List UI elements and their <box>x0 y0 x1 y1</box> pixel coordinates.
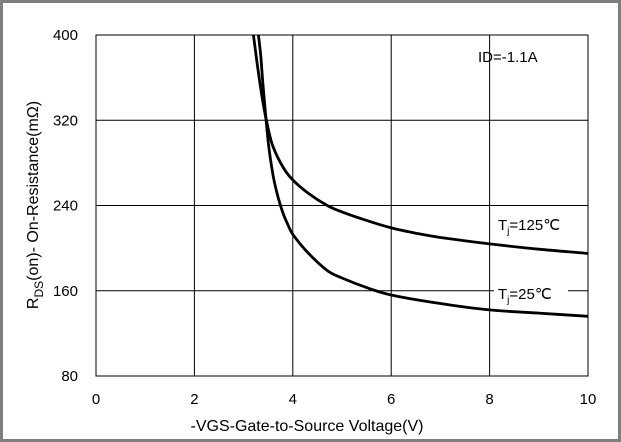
series-label-tj125: Tj=125℃ <box>494 212 578 237</box>
series-lines <box>252 34 589 318</box>
series-line-tj25 <box>257 34 589 318</box>
annotation-id: ID=-1.1A <box>478 49 538 66</box>
svg-text:Tj=25℃: Tj=25℃ <box>498 286 552 306</box>
x-axis-title: -VGS-Gate-to-Source Voltage(V) <box>191 418 424 435</box>
y-tick-label: 240 <box>53 198 78 215</box>
x-tick-label: 0 <box>92 391 100 408</box>
y-tick-label: 160 <box>53 283 78 300</box>
y-tick-labels: 80 160 240 320 400 <box>53 27 78 385</box>
x-tick-label: 2 <box>190 391 198 408</box>
y-axis-title: RDS(on)- On-Resistance(mΩ) <box>25 101 46 309</box>
plot-border <box>95 34 589 377</box>
x-tick-label: 6 <box>387 391 395 408</box>
x-tick-label: 8 <box>485 391 493 408</box>
x-tick-labels: 0 2 4 6 8 10 <box>92 391 597 408</box>
x-tick-label: 4 <box>289 391 297 408</box>
grid <box>95 34 589 377</box>
x-tick-label: 10 <box>580 391 597 408</box>
y-tick-label: 400 <box>53 27 78 44</box>
series-label-tj25: Tj=25℃ <box>494 282 568 306</box>
svg-text:Tj=125℃: Tj=125℃ <box>498 217 560 237</box>
y-tick-label: 80 <box>61 368 78 385</box>
y-tick-label: 320 <box>53 112 78 129</box>
